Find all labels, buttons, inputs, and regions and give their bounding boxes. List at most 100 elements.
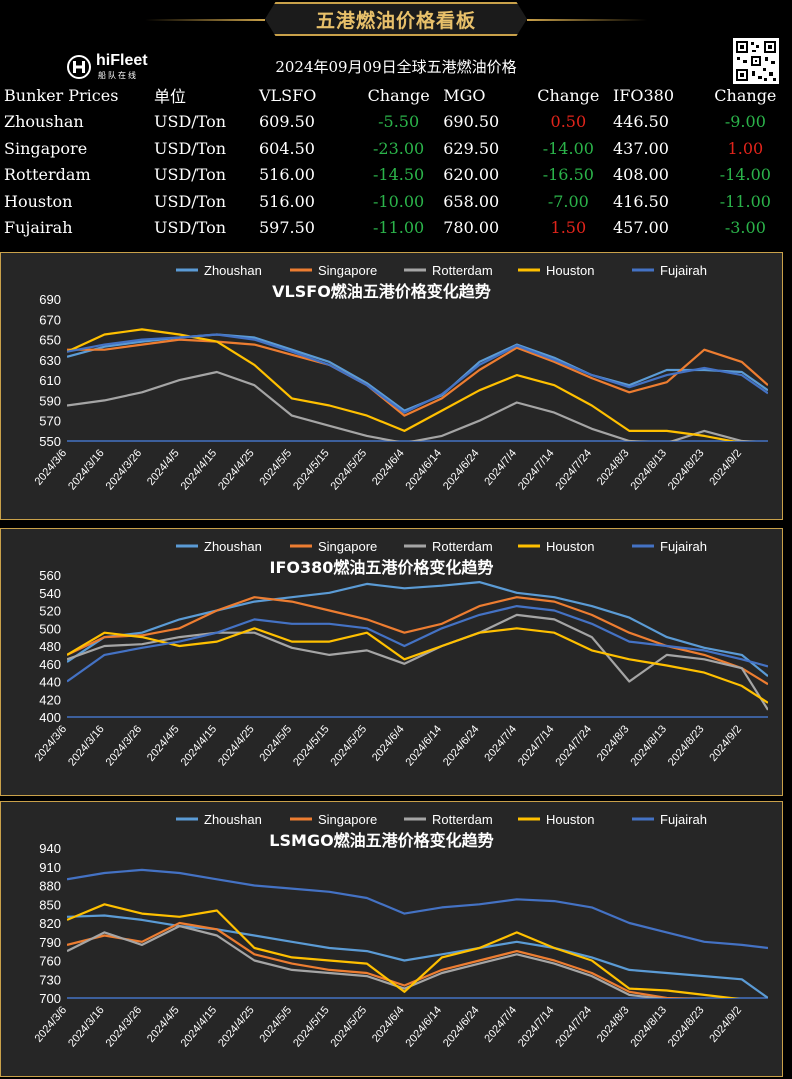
logo-subtitle: 船队在线 xyxy=(98,71,138,80)
x-tick-label: 2024/6/24 xyxy=(441,1004,482,1049)
x-tick-label: 2024/4/5 xyxy=(145,723,182,764)
y-tick-label: 820 xyxy=(39,916,61,931)
x-tick-label: 2024/9/2 xyxy=(707,723,744,764)
x-tick-label: 2024/5/25 xyxy=(329,1004,370,1049)
y-tick-label: 650 xyxy=(39,333,61,348)
unit-cell: USD/Ton xyxy=(154,138,227,158)
series-line-singapore xyxy=(67,596,768,686)
legend-label-singapore: Singapore xyxy=(318,539,377,554)
table-row: Singapore USD/Ton 604.50 -23.00 629.50 -14.00… xyxy=(2,135,790,162)
y-tick-label: 440 xyxy=(39,675,61,690)
vlsfo-price-cell: 604.50 xyxy=(259,138,315,158)
x-tick-label: 2024/3/6 xyxy=(33,723,70,764)
hifleet-logo[interactable]: hiFleet 船队在线 xyxy=(66,52,166,82)
table-row: Houston USD/Ton 516.00 -10.00 658.00 -7.00 416… xyxy=(2,188,790,215)
x-tick-label: 2024/5/5 xyxy=(257,447,294,488)
chart-title: VLSFO燃油五港价格变化趋势 xyxy=(272,282,491,301)
y-tick-label: 760 xyxy=(39,954,61,969)
x-tick-label: 2024/3/6 xyxy=(33,447,70,488)
x-tick-label: 2024/4/25 xyxy=(216,447,257,492)
port-cell: Singapore xyxy=(4,138,88,158)
table-header-row: Bunker Prices 单位 VLSFO Change MGO Change… xyxy=(2,82,790,109)
x-tick-label: 2024/3/6 xyxy=(33,1004,70,1045)
y-tick-label: 460 xyxy=(39,657,61,672)
x-tick-label: 2024/3/16 xyxy=(66,723,107,768)
ifo380-change-cell: -9.00 xyxy=(724,112,766,132)
ifo380-price-cell: 408.00 xyxy=(612,165,669,185)
header-ifo380: IFO380 xyxy=(612,85,675,105)
header-unit: 单位 xyxy=(154,87,187,107)
legend-label-houston: Houston xyxy=(546,812,594,827)
vlsfo-chart: Zhoushan Singapore Rotterdam Houston Fujaira… xyxy=(33,263,768,492)
ifo380-change-cell: -14.00 xyxy=(719,165,771,185)
x-tick-label: 2024/8/13 xyxy=(628,723,669,768)
x-tick-label: 2024/8/3 xyxy=(595,447,632,488)
x-tick-label: 2024/8/23 xyxy=(666,447,707,492)
x-tick-label: 2024/6/4 xyxy=(370,723,407,764)
x-tick-label: 2024/4/25 xyxy=(216,1004,257,1049)
x-tick-label: 2024/5/25 xyxy=(329,723,370,768)
x-tick-label: 2024/9/2 xyxy=(707,447,744,488)
y-tick-label: 910 xyxy=(39,860,61,875)
vlsfo-change-cell: -14.50 xyxy=(373,165,425,185)
y-tick-label: 570 xyxy=(39,414,61,429)
x-tick-label: 2024/8/23 xyxy=(666,723,707,768)
vlsfo-price-cell: 516.00 xyxy=(259,191,315,211)
series-group xyxy=(67,328,768,441)
header-ifo380-change: Change xyxy=(714,85,777,105)
series-group xyxy=(67,868,768,998)
legend-label-houston: Houston xyxy=(546,539,594,554)
legend-label-fujairah: Fujairah xyxy=(660,812,707,827)
ifo380-change-cell: -3.00 xyxy=(724,218,766,238)
y-tick-label: 610 xyxy=(39,373,61,388)
x-tick-label: 2024/8/3 xyxy=(595,723,632,764)
mgo-price-cell: 780.00 xyxy=(443,218,500,238)
y-tick-label: 480 xyxy=(39,639,61,654)
series-line-fujairah xyxy=(67,868,768,950)
x-tick-label: 2024/5/15 xyxy=(291,1004,332,1049)
ifo380-price-cell: 416.50 xyxy=(612,191,669,211)
x-tick-label: 2024/5/5 xyxy=(257,1004,294,1045)
vlsfo-change-cell: -5.50 xyxy=(378,112,420,132)
ifo380-chart: Zhoushan Singapore Rotterdam Houston Fujaira… xyxy=(33,539,768,768)
series-line-rotterdam xyxy=(67,370,757,441)
legend-label-zhoushan: Zhoushan xyxy=(204,539,262,554)
x-tick-label: 2024/3/16 xyxy=(66,1004,107,1049)
unit-cell: USD/Ton xyxy=(154,218,227,238)
legend-label-rotterdam: Rotterdam xyxy=(432,812,493,827)
series-line-fujairah xyxy=(67,604,768,683)
legend-label-rotterdam: Rotterdam xyxy=(432,263,493,278)
series-line-singapore xyxy=(67,921,699,998)
x-tick-label: 2024/4/5 xyxy=(145,1004,182,1045)
legend-label-singapore: Singapore xyxy=(318,812,377,827)
x-tick-label: 2024/5/15 xyxy=(291,447,332,492)
vlsfo-change-cell: -10.00 xyxy=(373,191,425,211)
x-tick-label: 2024/7/4 xyxy=(482,1004,519,1045)
logo-name: hiFleet xyxy=(96,52,148,69)
legend-label-zhoushan: Zhoushan xyxy=(204,263,262,278)
x-tick-label: 2024/3/16 xyxy=(66,447,107,492)
mgo-change-cell: -14.00 xyxy=(542,138,594,158)
series-line-houston xyxy=(67,903,741,998)
x-tick-label: 2024/7/14 xyxy=(516,1004,557,1049)
banner-left-rule xyxy=(145,19,265,21)
mgo-price-cell: 658.00 xyxy=(443,191,500,211)
header-vlsfo-change: Change xyxy=(367,85,430,105)
port-cell: Zhoushan xyxy=(4,112,84,132)
y-tick-label: 700 xyxy=(39,991,61,1006)
vlsfo-price-cell: 609.50 xyxy=(259,112,315,132)
mgo-change-cell: 0.50 xyxy=(550,112,587,132)
x-tick-label: 2024/4/25 xyxy=(216,723,257,768)
qr-code-icon[interactable] xyxy=(733,38,779,84)
series-line-rotterdam xyxy=(67,924,666,998)
vlsfo-price-cell: 597.50 xyxy=(259,218,315,238)
port-cell: Houston xyxy=(4,191,73,211)
mgo-price-cell: 629.50 xyxy=(443,138,500,158)
x-tick-label: 2024/6/4 xyxy=(370,447,407,488)
chart-legend: Zhoushan Singapore Rotterdam Houston Fujaira… xyxy=(176,263,707,278)
y-tick-label: 730 xyxy=(39,972,61,987)
header-mgo-change: Change xyxy=(537,85,600,105)
series-line-houston xyxy=(67,328,738,441)
legend-label-fujairah: Fujairah xyxy=(660,539,707,554)
unit-cell: USD/Ton xyxy=(154,165,227,185)
